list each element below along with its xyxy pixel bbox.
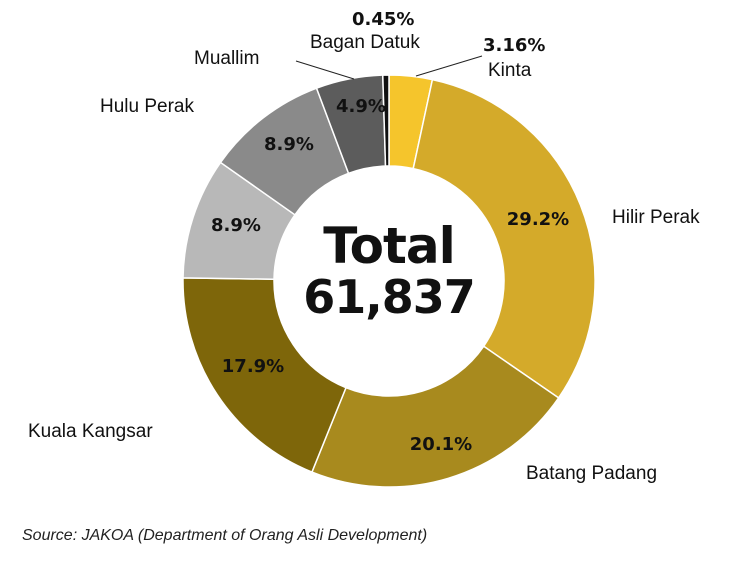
slice-name-hulu-perak: Hulu Perak <box>100 96 194 117</box>
slice-name-muallim: Muallim <box>194 48 259 69</box>
center-total-title: Total <box>323 217 455 275</box>
source-note: Source: JAKOA (Department of Orang Asli … <box>22 527 428 544</box>
slice-pct-hilir-perak: 29.2% <box>507 209 569 230</box>
slice-name-bagan-datuk: Bagan Datuk <box>310 32 420 53</box>
slice-hilir-perak <box>412 78 596 399</box>
leader-line-kinta <box>415 55 483 77</box>
center-total-value: 61,837 <box>303 270 475 324</box>
slice-name-batang-padang: Batang Padang <box>526 463 657 484</box>
slice-pct-batang-padang: 20.1% <box>410 434 472 455</box>
slice-unlabeled-7 <box>381 74 390 167</box>
leader-lines <box>295 55 483 80</box>
slice-pct-muallim: 8.9% <box>264 134 314 155</box>
donut-slices <box>182 74 596 488</box>
slice-pct-kinta: 3.16% <box>483 35 545 56</box>
slice-name-kinta: Kinta <box>488 60 532 81</box>
leader-line-bagan-datuk <box>295 60 355 80</box>
slice-pct-hulu-perak: 8.9% <box>211 215 261 236</box>
slice-pct-kuala-kangsar: 17.9% <box>222 356 284 377</box>
slice-name-hilir-perak: Hilir Perak <box>612 207 700 228</box>
slice-name-kuala-kangsar: Kuala Kangsar <box>28 421 153 442</box>
slice-batang-padang <box>310 345 560 488</box>
slice-pct-small-black: 0.45% <box>352 9 414 30</box>
slice-pct-bagan-datuk: 4.9% <box>336 96 386 117</box>
slice-kuala-kangsar <box>182 277 347 474</box>
